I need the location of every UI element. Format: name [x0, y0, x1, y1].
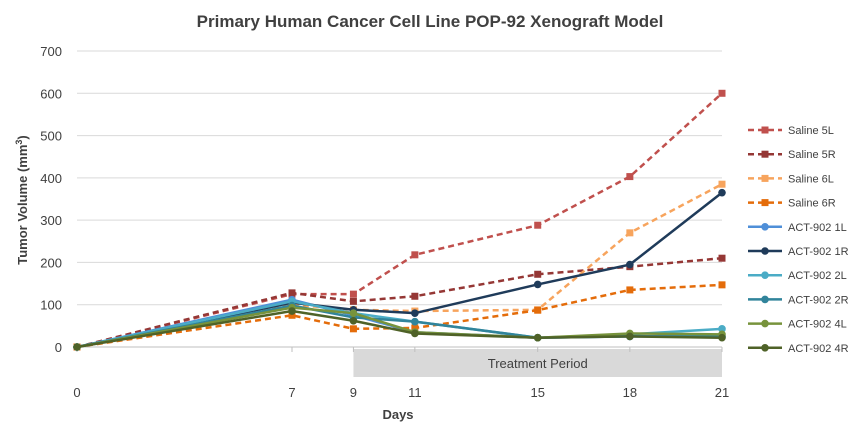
- y-axis-label-superscript: 3: [14, 140, 24, 145]
- data-point: [349, 297, 357, 305]
- series-lines: [73, 89, 726, 351]
- y-axis-label-close: ): [15, 135, 30, 139]
- legend-swatch-marker: [761, 126, 769, 134]
- legend-swatch-marker: [761, 295, 769, 304]
- legend-swatch-marker: [761, 150, 769, 158]
- data-point: [534, 270, 542, 278]
- x-tick-label: 7: [288, 385, 295, 400]
- data-point: [626, 229, 634, 237]
- legend-swatch-marker: [761, 247, 769, 255]
- legend-label: ACT-902 4R: [788, 343, 849, 355]
- data-point: [349, 316, 358, 325]
- data-point: [411, 324, 419, 332]
- data-point: [288, 307, 296, 315]
- data-point: [718, 254, 726, 262]
- legend-label: Saline 6R: [788, 198, 836, 210]
- series-line: [76, 300, 723, 349]
- series-line: [76, 191, 723, 349]
- legend: Saline 5L Saline 5R Saline 6L Saline 6R ACT-…: [748, 125, 849, 355]
- series-line: [76, 298, 722, 349]
- data-point: [411, 309, 419, 317]
- legend-item: Saline 6R: [748, 198, 836, 210]
- legend-label: Saline 5L: [788, 125, 834, 137]
- y-tick-label: 500: [40, 129, 62, 144]
- legend-item: ACT-902 2L: [748, 270, 847, 282]
- legend-label: ACT-902 1R: [788, 246, 849, 258]
- legend-swatch-marker: [761, 199, 769, 207]
- data-point: [626, 260, 634, 269]
- y-tick-label: 100: [40, 298, 62, 313]
- data-point: [626, 173, 634, 181]
- data-point: [534, 221, 542, 229]
- data-point: [349, 290, 357, 298]
- y-tick-label: 300: [40, 213, 62, 228]
- legend-item: Saline 6L: [748, 173, 834, 185]
- data-point: [533, 280, 542, 289]
- y-tick-label: 700: [40, 44, 62, 59]
- y-tick-label: 0: [55, 340, 62, 355]
- legend-item: Saline 5R: [748, 149, 836, 161]
- legend-label: Saline 5R: [788, 149, 836, 161]
- data-point: [349, 309, 358, 317]
- x-tick-label: 21: [715, 385, 729, 400]
- data-point: [718, 180, 726, 188]
- axes: 0 100 200 300 400 500 600 700 0 7 9 11 15 18 21: [40, 44, 729, 400]
- legend-label: Saline 6L: [788, 173, 834, 185]
- legend-label: ACT-902 2L: [788, 270, 847, 282]
- data-point: [626, 286, 634, 294]
- y-tick-label: 600: [40, 86, 62, 101]
- legend-label: ACT-902 4L: [788, 319, 847, 331]
- chart-title: Primary Human Cancer Cell Line POP-92 Xe…: [197, 12, 664, 31]
- series-act-902-4r: [73, 307, 726, 351]
- x-tick-label: 11: [408, 385, 422, 400]
- x-tick-label: 9: [350, 385, 357, 400]
- series-act-902-2l: [73, 297, 726, 351]
- legend-swatch-marker: [761, 319, 769, 328]
- data-point: [411, 251, 419, 259]
- data-point: [626, 332, 634, 341]
- legend-swatch-marker: [761, 174, 769, 182]
- series-saline-6r: [73, 281, 726, 351]
- data-point: [533, 333, 542, 342]
- data-point: [718, 188, 726, 197]
- legend-label: ACT-902 2R: [788, 294, 849, 306]
- data-point: [534, 306, 542, 314]
- legend-item: ACT-902 4R: [748, 343, 849, 355]
- treatment-period-band: [353, 349, 722, 377]
- data-point: [411, 329, 419, 338]
- legend-item: Saline 5L: [748, 125, 834, 137]
- legend-swatch-marker: [761, 223, 769, 231]
- data-point: [411, 317, 419, 326]
- data-point: [718, 325, 726, 333]
- data-point: [718, 333, 726, 342]
- legend-item: ACT-902 2R: [748, 294, 849, 306]
- legend-item: ACT-902 4L: [748, 319, 847, 331]
- x-axis-label: Days: [382, 407, 413, 422]
- x-tick-label: 0: [73, 385, 80, 400]
- data-point: [349, 325, 357, 333]
- treatment-period-label: Treatment Period: [488, 356, 588, 371]
- data-point: [718, 281, 726, 289]
- y-axis-label: Tumor Volume (mm3): [14, 135, 30, 265]
- data-point: [411, 292, 419, 300]
- x-tick-label: 15: [530, 385, 544, 400]
- legend-swatch-marker: [761, 344, 769, 352]
- y-tick-label: 400: [40, 171, 62, 186]
- legend-item: ACT-902 1R: [748, 246, 849, 258]
- x-tick-label: 18: [623, 385, 637, 400]
- y-tick-label: 200: [40, 255, 62, 270]
- series-act-902-1l: [73, 295, 726, 351]
- treatment-period-layer: Treatment Period: [353, 349, 722, 377]
- y-axis-label-main: Tumor Volume (mm: [15, 145, 30, 265]
- gridlines: [77, 50, 722, 306]
- data-point: [288, 289, 296, 297]
- data-point: [718, 89, 726, 97]
- legend-item: ACT-902 1L: [748, 222, 847, 234]
- data-point: [288, 311, 296, 319]
- legend-label: ACT-902 1L: [788, 222, 847, 234]
- data-point: [73, 343, 81, 351]
- legend-swatch-marker: [761, 271, 769, 280]
